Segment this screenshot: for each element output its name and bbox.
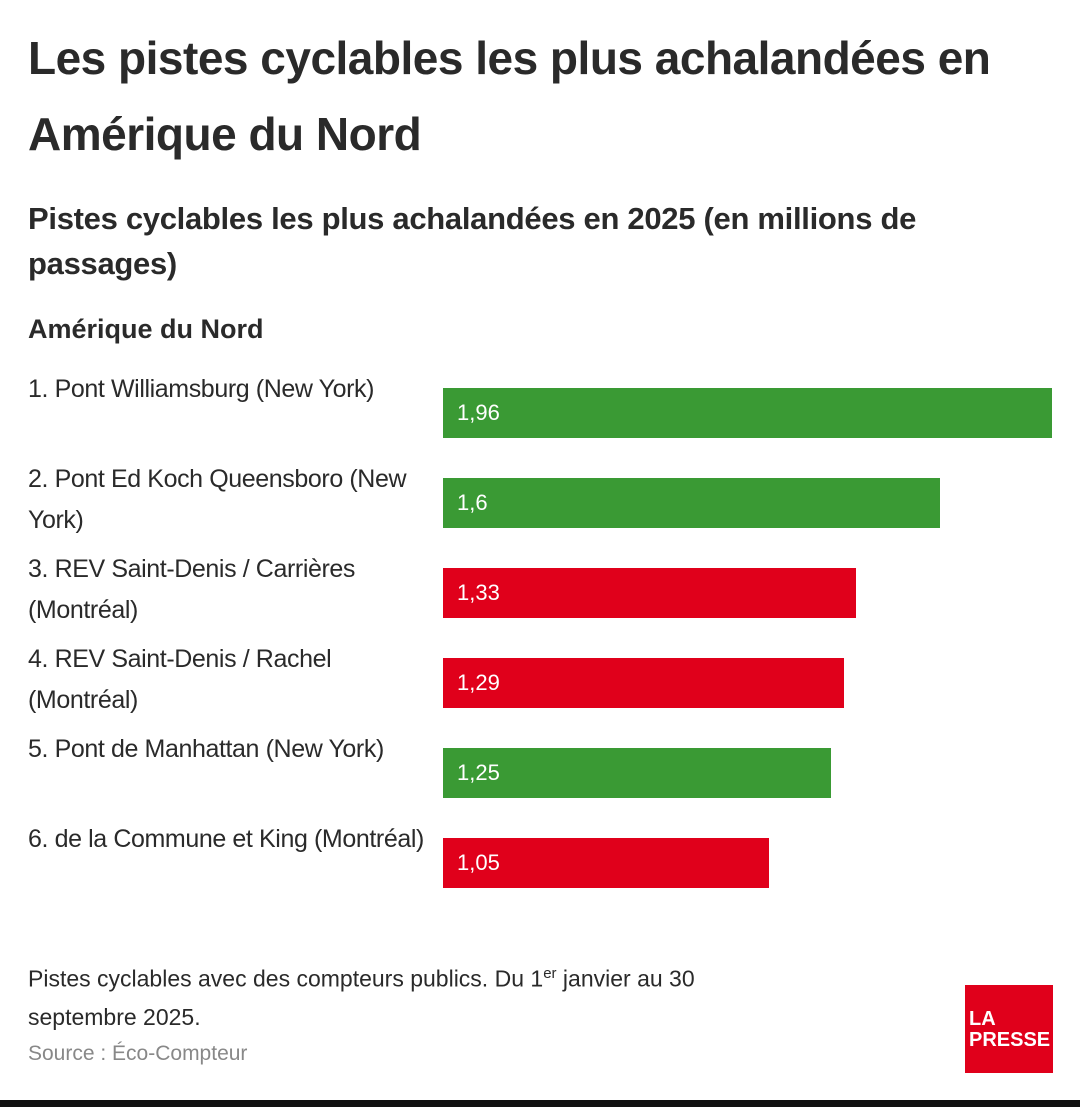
footnote-text: janvier au 30 septembre 2025. [28, 965, 695, 1030]
category-label: 3. REV Saint-Denis / Carrières (Montréal… [28, 555, 356, 624]
bar: 1,6 [443, 478, 941, 528]
group-label: Amérique du Nord [28, 314, 264, 344]
footnote-text: Pistes cyclables avec des compteurs publ… [28, 965, 544, 992]
value-label: 1,96 [457, 400, 500, 425]
category-label: 6. de la Commune et King (Montréal) [28, 825, 424, 853]
value-label: 1,33 [457, 580, 500, 605]
bar: 1,05 [443, 838, 770, 888]
footnote-sup: er [543, 965, 557, 982]
category-label: 2. Pont Ed Koch Queensboro (New York) [28, 465, 407, 534]
category-label: 4. REV Saint-Denis / Rachel (Montréal) [28, 645, 332, 714]
bar: 1,33 [443, 568, 857, 618]
value-label: 1,29 [457, 670, 500, 695]
value-label: 1,05 [457, 850, 500, 875]
chart-title: Les pistes cyclables les plus achalandée… [28, 32, 991, 160]
logo-text: PRESSE [969, 1029, 1051, 1051]
bottom-rule [0, 1100, 1080, 1107]
logo: LA PRESSE [965, 985, 1053, 1073]
logo-text: LA [969, 1008, 996, 1030]
bar: 1,96 [443, 388, 1052, 438]
value-label: 1,25 [457, 760, 500, 785]
footnote: Pistes cyclables avec des compteurs publ… [28, 955, 788, 1036]
value-label: 1,6 [457, 490, 488, 515]
category-label: 1. Pont Williamsburg (New York) [28, 375, 375, 403]
source: Source : Éco-Compteur [28, 1042, 248, 1065]
chart-subtitle: Pistes cyclables les plus achalandées en… [28, 201, 917, 281]
bar: 1,29 [443, 658, 844, 708]
bar: 1,25 [443, 748, 832, 798]
category-label: 5. Pont de Manhattan (New York) [28, 735, 384, 763]
